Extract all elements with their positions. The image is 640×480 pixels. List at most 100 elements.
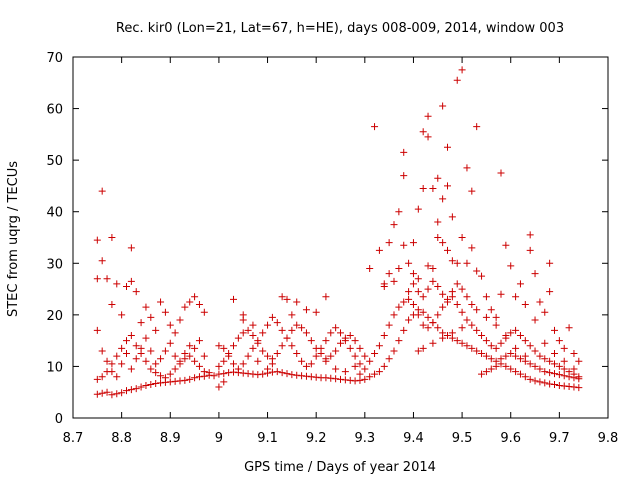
data-point [521,352,529,360]
data-point [113,280,121,288]
data-point [395,303,403,311]
data-point [453,280,461,288]
data-point [512,326,520,334]
data-point [137,344,145,352]
data-point [395,264,403,272]
data-point [405,259,413,267]
data-point [555,337,563,345]
data-point [230,368,237,376]
data-point [546,369,554,377]
data-point [171,365,179,373]
y-tick-label: 60 [46,103,63,118]
data-point [492,321,500,329]
data-point [113,390,121,398]
data-point [171,352,179,360]
data-point [254,371,262,379]
data-point [448,329,456,337]
data-point [176,357,184,365]
data-point [555,362,563,370]
data-point [405,288,413,296]
data-point [429,277,437,285]
data-point [414,275,422,283]
data-point [575,373,583,381]
data-point [166,321,174,329]
data-point [531,362,539,370]
data-point [161,347,169,355]
data-point [123,337,130,345]
data-point [375,246,383,254]
data-point [434,218,442,226]
data-point [176,316,184,324]
data-point [570,365,578,373]
data-point [526,231,534,239]
data-point [482,293,490,301]
data-point [424,262,432,270]
data-point [512,352,520,360]
data-point [424,324,432,332]
data-point [429,339,437,347]
data-point [502,362,510,370]
data-point [341,337,349,345]
data-point [458,339,466,347]
data-point [409,239,417,247]
data-point [565,383,573,391]
data-point [434,311,442,319]
data-point [298,357,306,365]
data-point [346,376,354,384]
data-point [419,128,427,136]
data-point [259,329,267,337]
data-point [385,270,393,278]
x-tick-label: 9 [215,431,223,446]
data-point [380,282,388,290]
data-point [400,172,408,180]
data-point [439,102,447,110]
data-point [322,337,330,345]
data-point [186,298,194,306]
data-point [259,370,267,378]
data-point [409,270,417,278]
data-point [453,337,461,345]
data-point [560,372,568,380]
data-point [103,357,111,365]
chart-title: Rec. kir0 (Lon=21, Lat=67, h=HE), days 0… [116,21,564,36]
data-point [405,316,413,324]
data-point [444,246,451,254]
data-point [555,371,563,379]
data-point [395,208,403,216]
x-tick-label: 8.8 [111,431,132,446]
data-point [429,264,437,272]
data-point [400,241,408,249]
data-point [531,270,539,278]
data-point [234,334,242,342]
data-point [541,355,549,363]
data-point [166,370,174,378]
x-axis-label: GPS time / Days of year 2014 [244,460,436,475]
data-point [327,352,335,360]
data-point [152,379,160,387]
data-point [264,352,272,360]
data-point [293,298,301,306]
data-point [195,337,203,345]
data-point [478,272,486,280]
data-point [531,377,539,385]
data-point [264,321,272,329]
x-tick-label: 9.8 [598,431,619,446]
data-point [215,342,223,350]
data-point [385,239,393,247]
data-point [507,262,515,270]
x-tick-label: 9.5 [452,431,473,446]
data-point [516,280,524,288]
data-point [181,350,189,358]
data-point [161,374,169,382]
data-point [157,372,165,380]
data-point [288,371,296,379]
data-point [278,342,286,350]
data-point [468,187,476,195]
data-point [249,370,257,378]
data-point [453,76,461,84]
data-point [575,384,583,392]
data-point [487,342,495,350]
data-point [351,362,359,370]
data-point [273,350,281,358]
data-point [230,360,237,368]
